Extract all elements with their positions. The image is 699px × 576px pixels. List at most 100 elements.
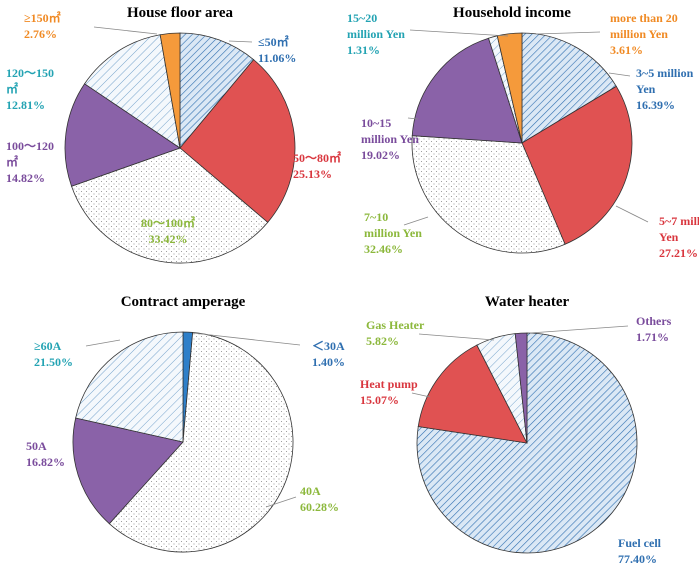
slice-label: 40A 60.28% xyxy=(300,484,339,514)
slice-label-line: 60.28% xyxy=(300,500,339,514)
slice-label-line: 21.50% xyxy=(34,355,73,369)
slice-label-line: million Yen xyxy=(347,27,405,41)
slice-label-line: 3.61% xyxy=(610,43,643,57)
pie-slice xyxy=(72,417,184,525)
slice-label-line: 3~5 million xyxy=(636,66,694,80)
slice-label-line: million Yen xyxy=(361,132,419,146)
slice-label: 120～150 ㎡ 12.81% xyxy=(6,66,54,112)
pie-slice xyxy=(64,83,181,187)
slice-label-line: 32.46% xyxy=(364,242,403,256)
leader-line xyxy=(403,216,429,226)
slice-label-line: 33.42% xyxy=(149,232,188,246)
slice-label: 10~15 million Yen 19.02% xyxy=(361,116,419,162)
slice-label-line: ㎡ xyxy=(6,154,18,169)
slice-label-line: 27.21% xyxy=(659,246,698,260)
pie-slice xyxy=(179,32,255,150)
pie-slice xyxy=(521,85,633,245)
pie-slice xyxy=(75,331,184,443)
slice-label: 7~10 million Yen 32.46% xyxy=(364,210,422,256)
slice-label-line: Yen xyxy=(659,230,679,244)
leader-line xyxy=(265,496,297,508)
pie-slice xyxy=(521,32,617,144)
pie-slice xyxy=(417,344,528,444)
leader-line xyxy=(192,332,301,346)
slice-label-line: Heat pump xyxy=(360,377,418,391)
slice-label: Gas Heater 5.82% xyxy=(366,318,425,348)
leader-line xyxy=(228,40,253,43)
slice-label-line: 16.82% xyxy=(26,455,65,469)
slice-label: 50～80㎡ 25.13% xyxy=(293,150,341,181)
leader-line xyxy=(93,26,158,35)
slice-label: ≤50㎡ 11.06% xyxy=(258,34,296,65)
slice-label-line: more than 20 xyxy=(610,11,678,25)
pie-slice xyxy=(496,32,523,144)
chart-title: House floor area xyxy=(127,5,234,21)
slice-label: 50A 16.82% xyxy=(26,439,65,469)
leader-line xyxy=(529,325,629,334)
leader-line xyxy=(411,392,431,398)
slice-label: ≥150㎡ 2.76% xyxy=(24,10,61,41)
pie-slice xyxy=(71,147,269,264)
contract-amperage-chart: Contract amperage ＜30A 1.40% 40A 60.28% 50A 1… xyxy=(26,294,345,553)
slice-label-line: Fuel cell xyxy=(618,536,662,550)
household-income-chart: Household income 3~5 million Yen 16.39% 5~7… xyxy=(347,5,699,260)
slice-label: Heat pump 15.07% xyxy=(360,377,418,407)
slice-label-line: 77.40% xyxy=(618,552,657,566)
water-heater-chart: Water heater Fuel cell 77.40% Heat pump 15.… xyxy=(360,294,672,566)
slice-label-line: Yen xyxy=(636,82,656,96)
slice-label: 15~20 million Yen 1.31% xyxy=(347,11,405,57)
slice-label-line: Gas Heater xyxy=(366,318,425,332)
slice-label-line: Others xyxy=(636,314,672,328)
slice-label-line: million Yen xyxy=(364,226,422,240)
slice-label: 3~5 million Yen 16.39% xyxy=(636,66,694,112)
slice-label-line: ＜30A xyxy=(312,339,345,353)
slice-label-line: 1.71% xyxy=(636,330,669,344)
slice-label: more than 20 million Yen 3.61% xyxy=(610,11,678,57)
slice-label-line: 10~15 xyxy=(361,116,391,130)
slice-label-line: ≥60A xyxy=(34,339,62,353)
slice-label-line: 5~7 million xyxy=(659,214,699,228)
slice-label-line: 120～150 xyxy=(6,66,54,80)
slice-label-line: 5.82% xyxy=(366,334,399,348)
chart-title: Household income xyxy=(453,5,571,21)
slice-label: Fuel cell 77.40% xyxy=(618,536,662,566)
slice-label: 5~7 million Yen 27.21% xyxy=(659,214,699,260)
slice-label-line: 11.06% xyxy=(258,51,296,65)
slice-label-line: 1.40% xyxy=(312,355,345,369)
slice-label-line: 7~10 xyxy=(364,210,388,224)
slice-label-line: 80～100㎡ xyxy=(141,215,195,230)
leader-line xyxy=(608,72,631,77)
pie-slice xyxy=(179,59,296,223)
pie-slice xyxy=(411,37,523,144)
slice-label-line: 50A xyxy=(26,439,47,453)
slice-label: 80～100㎡ 33.42% xyxy=(141,215,195,246)
chart-title: Water heater xyxy=(485,294,570,310)
pie-slice xyxy=(159,32,181,149)
pie-slice xyxy=(514,332,528,444)
pie-slice xyxy=(84,34,181,149)
slice-label-line: 2.76% xyxy=(24,27,57,41)
leader-line xyxy=(85,339,121,347)
slice-label: ＜30A 1.40% xyxy=(312,339,345,369)
slice-label-line: 25.13% xyxy=(293,167,332,181)
slice-label-line: 16.39% xyxy=(636,98,675,112)
slice-label-line: 15.07% xyxy=(360,393,399,407)
slice-label: ≥60A 21.50% xyxy=(34,339,73,369)
pie-slice xyxy=(108,331,294,553)
slice-label-line: 50～80㎡ xyxy=(293,150,341,165)
slice-label-line: ㎡ xyxy=(6,81,18,96)
slice-label-line: 14.82% xyxy=(6,171,45,185)
house-floor-area-chart: House floor area ≤50㎡ 11.06% 50～80㎡ 25.13% 8… xyxy=(6,5,341,264)
slice-label-line: ≤50㎡ xyxy=(258,34,289,49)
slice-label-line: ≥150㎡ xyxy=(24,10,61,25)
slice-label-line: 1.31% xyxy=(347,43,380,57)
leader-line xyxy=(407,117,419,120)
slice-label-line: 40A xyxy=(300,484,321,498)
pie-slice xyxy=(411,135,566,254)
slice-label-line: 15~20 xyxy=(347,11,377,25)
slice-label-line: 19.02% xyxy=(361,148,400,162)
slice-label: Others 1.71% xyxy=(636,314,672,344)
slice-label-line: 12.81% xyxy=(6,98,45,112)
leader-line xyxy=(418,333,495,341)
